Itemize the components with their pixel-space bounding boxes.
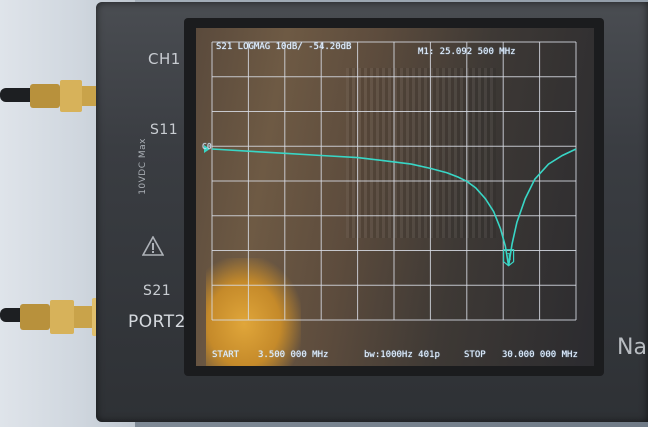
plot-grid [211, 41, 577, 321]
reference-arrow-icon [204, 145, 210, 153]
start-frequency[interactable]: 3.500 000 MHz [258, 350, 329, 360]
reference-marker [204, 145, 210, 153]
warning-icon [142, 236, 164, 256]
trace-label[interactable]: S21 LOGMAG 10dB/ -54.20dB [216, 42, 352, 52]
port2-label: PORT2 [128, 312, 186, 332]
bandwidth-points: bw:1000Hz 401p [364, 350, 440, 360]
marker-m1[interactable]: 1 [502, 249, 515, 267]
voltage-rating-label: 10VDC Max [138, 138, 148, 195]
brand-mark: Na [617, 335, 647, 360]
stop-label[interactable]: STOP [464, 350, 486, 360]
ch1-label: CH1 [148, 50, 181, 68]
marker-m1-flag [502, 249, 515, 267]
reference-level-label: C0 [202, 142, 212, 151]
screen-reflection [346, 68, 496, 238]
stop-frequency[interactable]: 30.000 000 MHz [502, 350, 578, 360]
vna-screen[interactable]: 1 S21 LOGMAG 10dB/ -54.20dB M1: 25.092 5… [196, 28, 594, 366]
s21-trace [211, 148, 577, 266]
sweep-plot[interactable]: 1 [196, 28, 594, 366]
start-label[interactable]: START [212, 350, 240, 360]
s11-label: S11 [150, 122, 179, 138]
marker-m1-number: 1 [506, 252, 511, 262]
marker-readout: M1: 25.092 500 MHz [418, 47, 516, 57]
s21-label: S21 [143, 283, 172, 299]
